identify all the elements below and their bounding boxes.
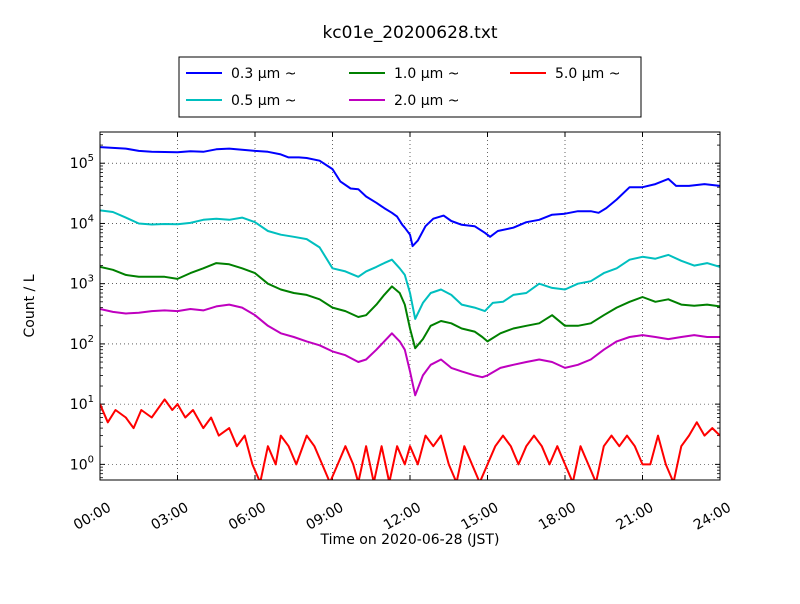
plot-frame (99, 131, 721, 481)
y-tick-label: 104 (70, 213, 94, 232)
x-tick-label: 15:00 (459, 500, 502, 534)
series-line-1 (100, 146, 720, 248)
legend-box (178, 56, 642, 118)
x-tick-label: 21:00 (614, 500, 657, 534)
y-axis-label: Count / L (22, 274, 38, 337)
x-tick-label: 03:00 (149, 500, 192, 534)
series-line-2 (100, 209, 720, 320)
legend-label: 5.0 μm ~ (555, 66, 620, 82)
plot-area: 00:00 03:00 06:00 09:00 12:00 15:00 18:00 21:00… (70, 131, 734, 534)
grid-lines (100, 132, 720, 480)
legend: 0.3 μm ~ 0.5 μm ~ 1.0 μm ~ 2.0 μm ~ 5.0 μm ~ (178, 56, 642, 118)
x-tick-label: 24:00 (691, 500, 734, 534)
legend-label: 0.5 μm ~ (231, 93, 296, 109)
x-tick-label: 09:00 (304, 500, 347, 534)
x-tick-label: 00:00 (71, 500, 114, 534)
chart-title: kc01e_20200628.txt (322, 23, 497, 43)
x-axis-label: Time on 2020-06-28 (JST) (320, 532, 500, 548)
y-tick-label: 103 (70, 274, 94, 293)
series-line-5 (100, 398, 720, 480)
series-line-4 (100, 303, 720, 397)
y-tick-label: 100 (70, 454, 94, 473)
x-tick-label: 18:00 (536, 500, 579, 534)
legend-label: 1.0 μm ~ (394, 66, 459, 82)
y-tick-label: 101 (70, 394, 94, 413)
y-tick-label: 102 (70, 334, 94, 353)
series-group (100, 146, 720, 480)
x-tick-label: 12:00 (381, 500, 424, 534)
legend-label: 2.0 μm ~ (394, 93, 459, 109)
series-line-3 (100, 262, 720, 350)
legend-label: 0.3 μm ~ (231, 66, 296, 82)
x-tick-label: 06:00 (226, 500, 269, 534)
y-tick-label: 105 (70, 153, 94, 172)
